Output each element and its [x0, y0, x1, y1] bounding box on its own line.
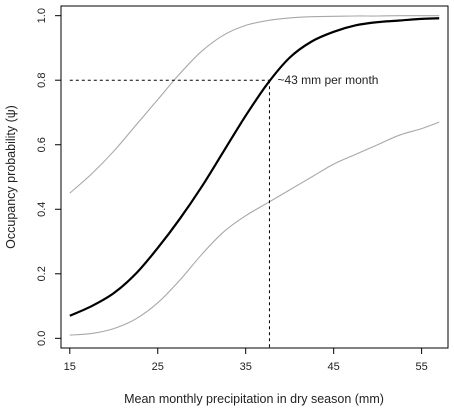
reference-annotation: ~43 mm per month [277, 73, 378, 87]
y-tick-label: 0.2 [36, 266, 48, 281]
y-tick-label: 1.0 [36, 8, 48, 23]
plot-frame [60, 5, 449, 349]
series-line-upper [69, 15, 440, 194]
x-tick-label: 55 [415, 361, 427, 373]
x-tick-label: 45 [328, 361, 340, 373]
series-layer [69, 15, 440, 336]
x-tick-label: 15 [64, 361, 76, 373]
x-tick-label: 25 [152, 361, 164, 373]
x-tick-label: 35 [240, 361, 252, 373]
y-tick-label: 0.8 [36, 73, 48, 88]
y-tick-label: 0.4 [36, 202, 48, 217]
y-tick-label: 0.0 [36, 331, 48, 346]
y-axis-label: Occupancy probability (ψ) [4, 105, 18, 249]
y-tick-label: 0.6 [36, 137, 48, 152]
y-axis: 0.0 0.2 0.4 0.6 0.8 1.0 [36, 8, 61, 346]
x-axis-label: Mean monthly precipitation in dry season… [124, 392, 384, 406]
series-line-lower [69, 121, 440, 336]
x-axis: 15 25 35 45 55 [64, 348, 428, 373]
series-line-estimate [69, 17, 440, 317]
reference-layer: ~43 mm per month [69, 73, 378, 348]
